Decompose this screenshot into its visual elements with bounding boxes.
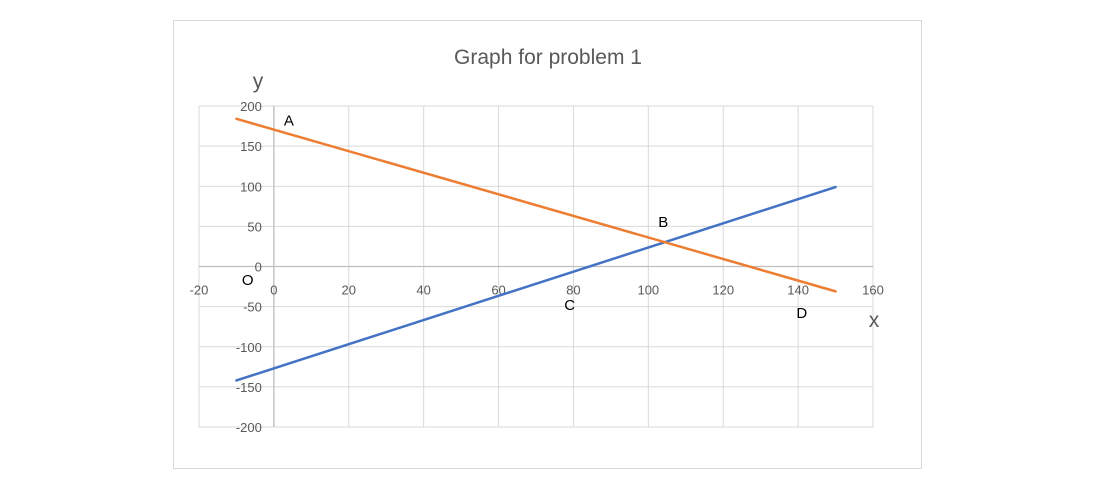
label-layer: A B C D O: [242, 112, 808, 322]
y-axis-label: y: [253, 70, 264, 93]
point-label-c: C: [564, 297, 575, 314]
y-tick-label: -150: [236, 380, 262, 395]
chart-frame: Graph for problem 1 -20 0 20 40 60 80 100 120 14…: [173, 20, 922, 469]
x-tick-label: 20: [342, 283, 356, 298]
x-axis-label: x: [869, 309, 880, 332]
x-tick-label: 160: [862, 283, 884, 298]
point-label-b: B: [658, 214, 668, 231]
chart-title: Graph for problem 1: [454, 46, 642, 69]
y-tick-label: -200: [236, 420, 262, 435]
point-label-o: O: [242, 272, 254, 289]
point-label-a: A: [284, 112, 294, 129]
series-line-1: [235, 185, 837, 382]
y-tick-label: -50: [243, 300, 262, 315]
grid-layer: [198, 105, 874, 428]
y-tick-label: 100: [240, 179, 262, 194]
x-tick-label: 80: [566, 283, 580, 298]
axis-layer: -20 0 20 40 60 80 100 120 140 160-200-150-100-500…: [190, 99, 884, 435]
x-tick-label: -20: [190, 283, 209, 298]
x-tick-label: 40: [416, 283, 430, 298]
y-tick-label: 50: [247, 219, 261, 234]
chart-svg: Graph for problem 1 -20 0 20 40 60 80 100 120 14…: [190, 46, 884, 435]
x-tick-label: 0: [270, 283, 277, 298]
y-tick-label: 150: [240, 139, 262, 154]
y-tick-label: 0: [255, 260, 262, 275]
y-tick-label: -100: [236, 340, 262, 355]
y-tick-label: 200: [240, 99, 262, 114]
x-tick-label: 100: [637, 283, 659, 298]
x-tick-label: 120: [712, 283, 734, 298]
series-line-2: [235, 117, 837, 293]
x-tick-label: 140: [787, 283, 809, 298]
point-label-d: D: [796, 305, 807, 322]
series-layer: [235, 117, 837, 382]
